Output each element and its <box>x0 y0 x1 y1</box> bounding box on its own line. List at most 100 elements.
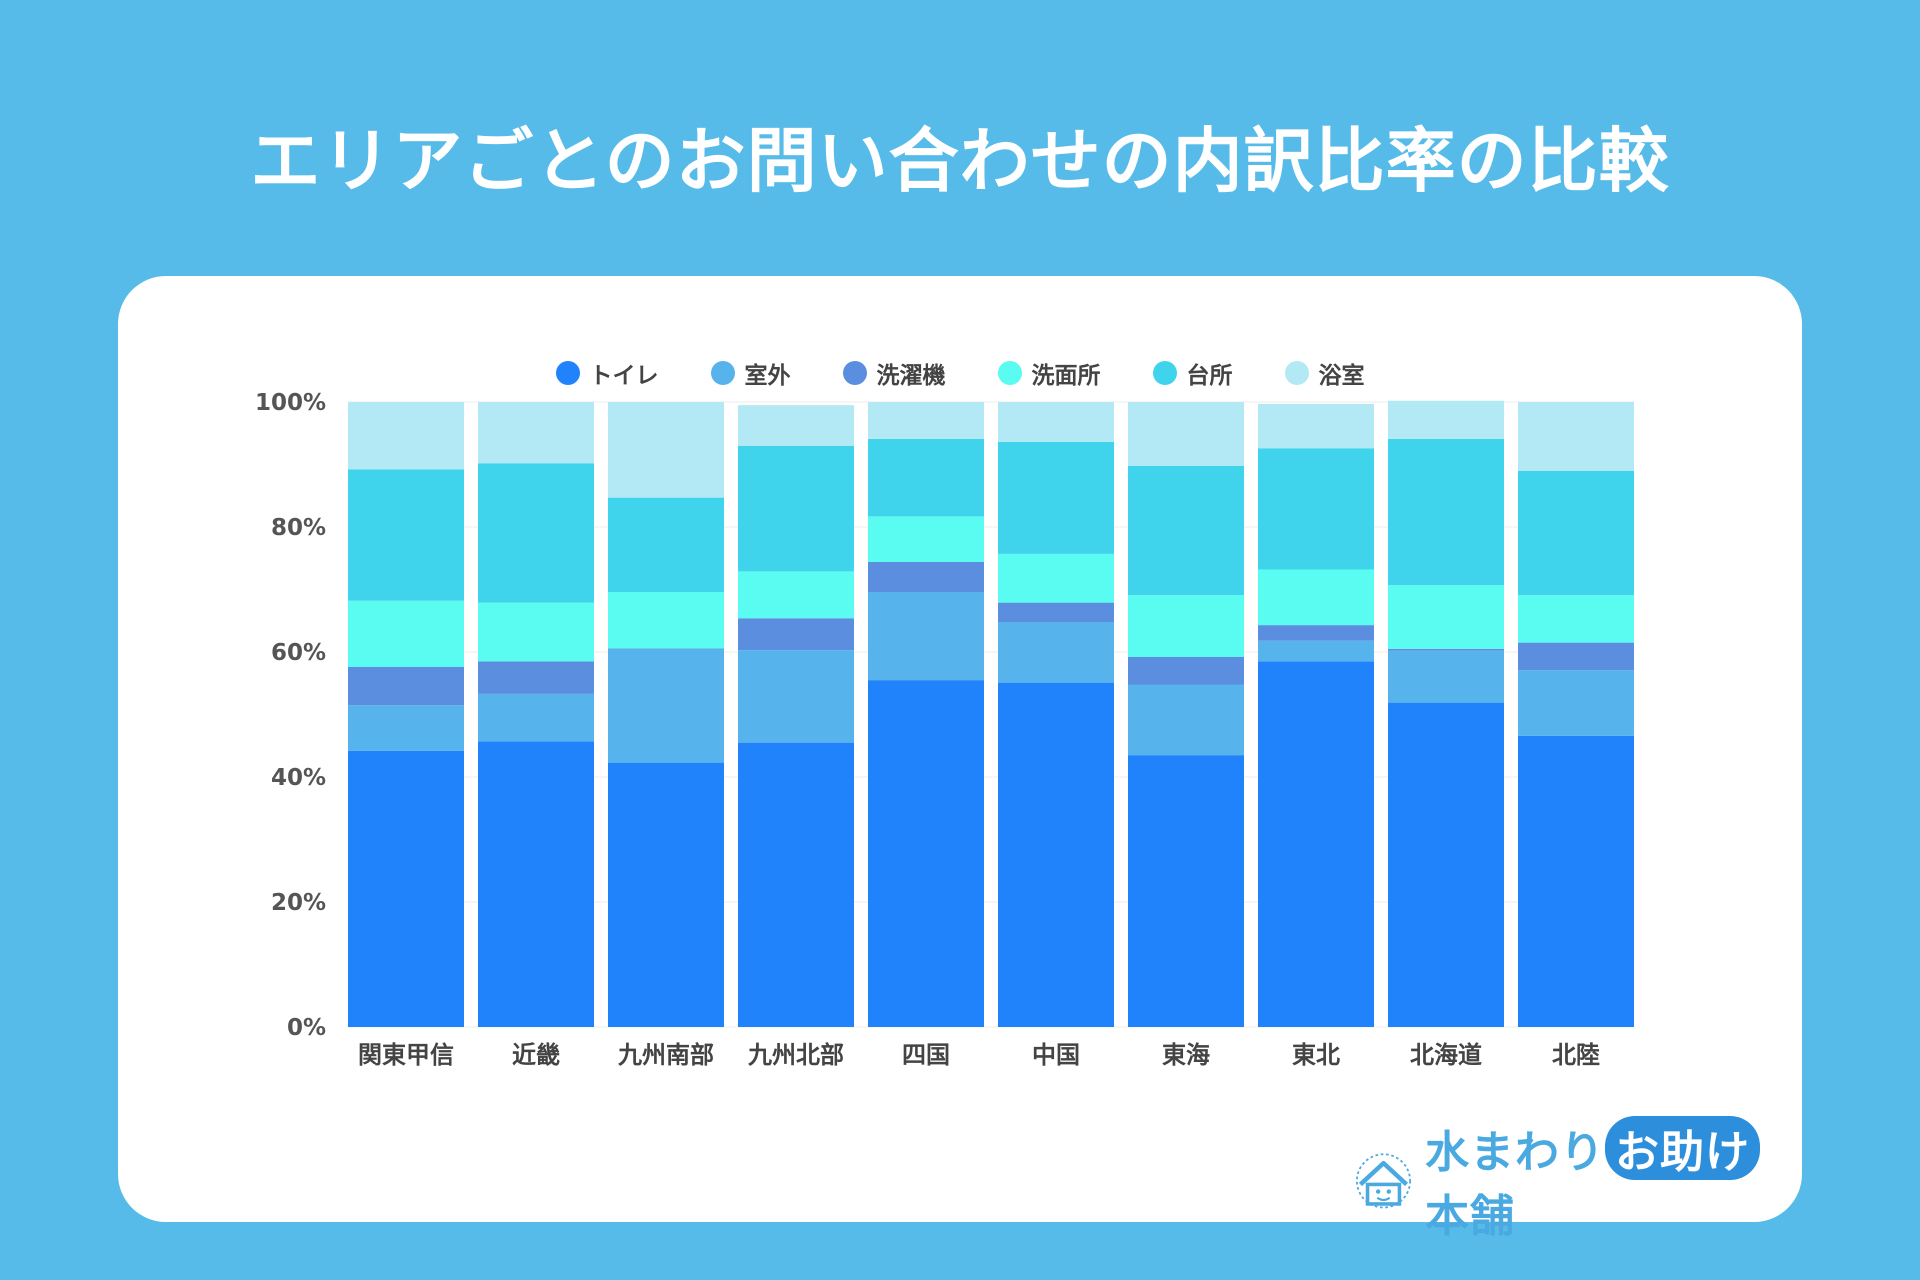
y-tick-label: 20% <box>271 890 326 916</box>
bar-segment[interactable] <box>348 402 464 470</box>
legend-item[interactable]: トイレ <box>555 356 659 390</box>
bar-segment[interactable] <box>348 705 464 751</box>
bar-segment[interactable] <box>738 445 854 572</box>
bar-segment[interactable] <box>478 402 594 464</box>
bar-segment[interactable] <box>1518 470 1634 596</box>
bar-segment[interactable] <box>868 402 984 439</box>
bar-stack <box>348 402 464 1027</box>
brand-part-1: 水まわり <box>1424 1127 1605 1178</box>
legend-swatch <box>997 361 1022 385</box>
bar-segment[interactable] <box>998 402 1114 442</box>
y-tick-label: 0% <box>287 1015 326 1041</box>
stacked-bar-chart: 0% 20% 40% 60% 80% 100% 関東甲信 近畿 九州南部 九州北部 四国 中国 東海 東北… <box>255 390 1634 1069</box>
bar-stack <box>868 402 984 1027</box>
legend-swatch <box>710 361 735 385</box>
bar-segment[interactable] <box>1128 595 1244 657</box>
bar-segment[interactable] <box>1128 657 1244 685</box>
bar-stack <box>738 405 854 1027</box>
bar-segment[interactable] <box>868 680 984 1027</box>
bar-segment[interactable] <box>998 553 1114 603</box>
bar-segment[interactable] <box>608 497 724 592</box>
bar-segment[interactable] <box>868 562 984 592</box>
bar-segment[interactable] <box>1128 755 1244 1027</box>
bar-segment[interactable] <box>1518 735 1634 1027</box>
legend-label: 台所 <box>1186 363 1233 389</box>
bar-segment[interactable] <box>1258 661 1374 1027</box>
x-tick-label: 東海 <box>1162 1041 1210 1069</box>
bar-segment[interactable] <box>1388 648 1504 651</box>
bar-segment[interactable] <box>1258 448 1374 570</box>
y-tick-label: 100% <box>255 390 326 416</box>
bar-stack <box>1258 403 1374 1027</box>
brand-part-3: 本舗 <box>1424 1191 1515 1242</box>
bar-segment[interactable] <box>868 438 984 517</box>
y-tick-label: 60% <box>271 640 326 666</box>
legend-item[interactable]: 洗面所 <box>997 356 1101 390</box>
bar-segment[interactable] <box>998 442 1114 554</box>
bar-stack <box>998 402 1114 1027</box>
bar-segment[interactable] <box>608 592 724 649</box>
bar-segment[interactable] <box>868 592 984 681</box>
x-tick-label: 中国 <box>1032 1041 1080 1069</box>
bar-segment[interactable] <box>348 600 464 667</box>
bar-segment[interactable] <box>1388 438 1504 586</box>
bar-segment[interactable] <box>1518 670 1634 736</box>
legend-item[interactable]: 台所 <box>1152 356 1233 390</box>
bar-segment[interactable] <box>738 405 854 446</box>
x-tick-label: 九州北部 <box>747 1041 844 1069</box>
bar-segment[interactable] <box>478 741 594 1027</box>
bar-segment[interactable] <box>608 648 724 763</box>
bar-segment[interactable] <box>608 402 724 498</box>
bar-segment[interactable] <box>1388 650 1504 703</box>
legend-item[interactable]: 浴室 <box>1284 356 1365 390</box>
bar-segment[interactable] <box>738 650 854 743</box>
y-tick-label: 80% <box>271 515 326 541</box>
bar-segment[interactable] <box>998 682 1114 1027</box>
bar-segment[interactable] <box>1128 465 1244 596</box>
bar-segment[interactable] <box>1518 642 1634 671</box>
bar-segment[interactable] <box>348 469 464 601</box>
legend-swatch <box>1152 361 1177 385</box>
page-title: エリアごとのお問い合わせの内訳比率の比較 <box>250 120 1670 202</box>
legend-label: 洗面所 <box>1031 363 1101 389</box>
brand-name: 水まわり お助け本舗 <box>1425 1116 1802 1244</box>
bar-segment[interactable] <box>998 602 1114 622</box>
chart-legend: トイレ 室外 洗濯機 洗面所 台所 浴室 <box>118 356 1802 390</box>
bar-segment[interactable] <box>1388 585 1504 649</box>
bar-segment[interactable] <box>478 463 594 603</box>
bar-segment[interactable] <box>1518 595 1634 643</box>
bar-segment[interactable] <box>478 602 594 662</box>
bar-segment[interactable] <box>1258 640 1374 662</box>
bar-segment[interactable] <box>608 762 724 1027</box>
bar-segment[interactable] <box>1388 702 1504 1027</box>
y-tick-label: 40% <box>271 765 326 791</box>
bar-segment[interactable] <box>1388 400 1504 439</box>
bar-stack <box>478 402 594 1027</box>
x-tick-label: 東北 <box>1292 1041 1340 1069</box>
bar-segment[interactable] <box>1258 569 1374 626</box>
bar-segment[interactable] <box>348 667 464 706</box>
brand-part-2: お助け <box>1604 1116 1760 1180</box>
x-tick-label: 北海道 <box>1410 1041 1482 1069</box>
bar-segment[interactable] <box>868 516 984 562</box>
bar-segment[interactable] <box>1518 402 1634 471</box>
bar-segment[interactable] <box>1258 403 1374 449</box>
bar-segment[interactable] <box>348 750 464 1027</box>
x-tick-label: 北陸 <box>1552 1041 1600 1069</box>
bar-segment[interactable] <box>478 693 594 742</box>
bar-stack <box>1128 402 1244 1027</box>
bar-segment[interactable] <box>998 622 1114 683</box>
house-logo-icon <box>1355 1153 1411 1209</box>
bar-segment[interactable] <box>1258 625 1374 641</box>
legend-swatch <box>842 361 867 385</box>
bar-segment[interactable] <box>1128 684 1244 756</box>
bar-segment[interactable] <box>1128 402 1244 466</box>
bar-segment[interactable] <box>478 661 594 694</box>
bar-segment[interactable] <box>738 618 854 651</box>
bar-segment[interactable] <box>738 742 854 1027</box>
legend-label: 洗濯機 <box>876 363 946 389</box>
legend-item[interactable]: 洗濯機 <box>842 356 946 390</box>
legend-item[interactable]: 室外 <box>710 356 791 390</box>
bar-segment[interactable] <box>738 571 854 619</box>
bar-stack <box>1388 400 1504 1027</box>
